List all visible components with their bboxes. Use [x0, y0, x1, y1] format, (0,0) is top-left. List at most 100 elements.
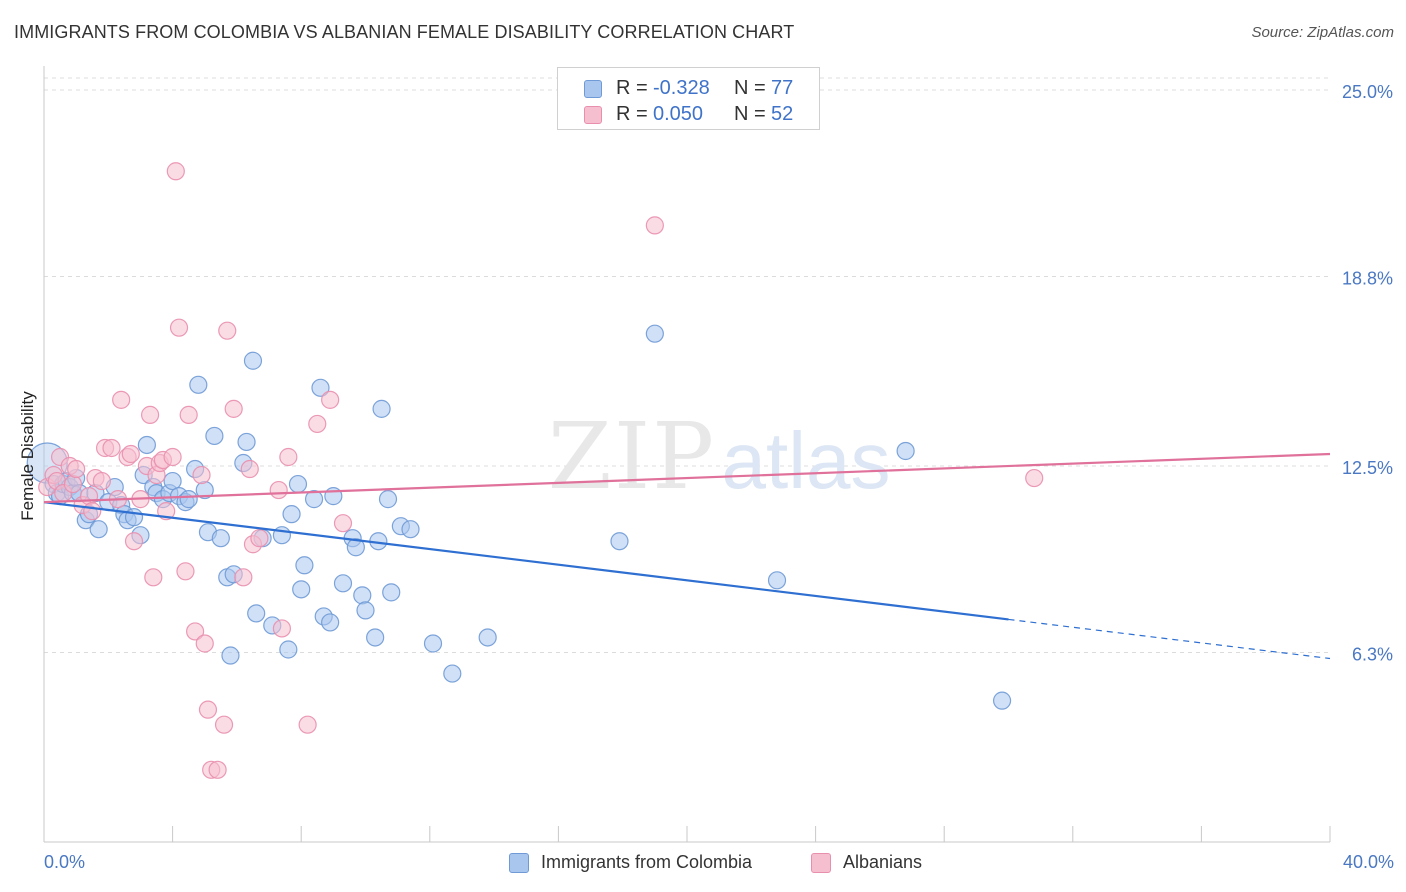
albanians-point — [67, 459, 86, 479]
n-value-albanians: 52 — [771, 103, 794, 125]
albanians-point — [234, 568, 253, 587]
colombia-point — [645, 324, 664, 343]
colombia-legend-swatch — [509, 853, 529, 873]
y-tick-label: 6.3% — [1352, 645, 1393, 665]
watermark-zip: ZIP — [548, 403, 716, 510]
albanians-point — [92, 471, 111, 491]
albanians-point — [186, 622, 205, 641]
albanians-point — [112, 390, 131, 409]
colombia-point — [189, 375, 208, 394]
r-label: R = — [616, 77, 648, 99]
colombia-point — [478, 628, 497, 647]
albanians-point — [269, 480, 288, 500]
colombia-point — [137, 435, 156, 455]
albanians-point — [83, 502, 102, 521]
r-value-albanians: 0.050 — [653, 103, 704, 125]
y-tick-label: 25.0% — [1342, 82, 1393, 102]
colombia-point — [89, 520, 108, 539]
albanians-point — [321, 390, 340, 409]
colombia-point — [896, 441, 915, 461]
colombia-point — [321, 613, 340, 632]
albanians-point — [208, 760, 227, 779]
colombia-point — [292, 580, 311, 599]
albanians-point — [79, 487, 99, 506]
colombia-point — [311, 378, 330, 397]
albanians-point — [102, 438, 121, 458]
colombia-swatch — [584, 80, 602, 98]
legend-label-colombia: Immigrants from Colombia — [541, 852, 753, 872]
n-label: N = — [734, 77, 766, 99]
watermark-atlas: atlas — [722, 416, 891, 505]
colombia-point — [353, 586, 372, 605]
albanians-point — [333, 514, 353, 533]
colombia-point — [767, 571, 787, 590]
albanians-point — [308, 414, 327, 434]
albanians-point — [298, 715, 317, 734]
r-value-colombia: -0.328 — [653, 77, 710, 99]
colombia-point — [179, 490, 198, 509]
colombia-point — [221, 646, 240, 665]
albanians-point — [124, 532, 144, 551]
albanians-trend-line — [43, 452, 1331, 504]
colombia-point — [333, 574, 353, 593]
colombia-point — [372, 399, 391, 418]
colombia-point — [124, 508, 144, 527]
albanians-point — [63, 474, 83, 494]
albanians-point — [140, 405, 160, 424]
y-tick-label: 12.5% — [1342, 458, 1393, 478]
albanians-point — [121, 444, 140, 464]
colombia-point — [366, 628, 385, 647]
r-label: R = — [616, 103, 648, 125]
albanians-point — [272, 619, 292, 638]
colombia-point — [423, 634, 443, 653]
legend-label-albanians: Albanians — [843, 852, 923, 872]
colombia-point — [247, 604, 266, 623]
axes — [43, 66, 1331, 843]
colombia-point — [211, 529, 230, 548]
albanians-point — [144, 568, 163, 587]
albanians-point — [195, 634, 214, 653]
colombia-point — [382, 583, 401, 602]
x-tick-label-max: 40.0% — [1342, 852, 1394, 872]
colombia-point — [443, 664, 462, 683]
albanians-point — [218, 321, 237, 340]
colombia-point — [992, 691, 1012, 710]
albanians-point — [176, 562, 195, 581]
albanians-point — [214, 715, 234, 734]
albanians-legend-swatch — [811, 853, 831, 873]
watermark: ZIP atlas — [548, 403, 891, 510]
source-credit: Source: ZipAtlas.com — [1251, 24, 1394, 41]
colombia-point — [237, 432, 256, 452]
albanians-point — [163, 447, 182, 467]
data-points — [26, 162, 1044, 779]
albanians-point — [1025, 468, 1044, 488]
albanians-point — [279, 447, 298, 467]
y-axis-label: Female Disability — [18, 391, 37, 521]
trend-lines — [43, 452, 1331, 660]
colombia-point — [163, 471, 182, 491]
colombia-point — [288, 474, 308, 494]
colombia-point — [205, 426, 224, 446]
y-tick-label: 18.8% — [1342, 269, 1393, 289]
albanians-point — [224, 399, 243, 418]
y-tick-labels: 6.3% 12.5% 18.8% 25.0% — [1342, 82, 1393, 664]
n-value-colombia: 77 — [771, 77, 794, 99]
x-tick-label-min: 0.0% — [44, 852, 86, 872]
colombia-point — [346, 538, 365, 557]
albanians-point — [198, 700, 218, 719]
albanians-point — [192, 465, 211, 485]
colombia-point — [610, 532, 629, 551]
colombia-point — [304, 490, 324, 509]
colombia-point — [356, 601, 375, 620]
n-label: N = — [734, 103, 766, 125]
chart-title: IMMIGRANTS FROM COLOMBIA VS ALBANIAN FEM… — [14, 22, 795, 42]
colombia-point — [279, 640, 298, 659]
colombia-point — [378, 490, 398, 509]
colombia-point — [295, 556, 314, 575]
albanians-point — [250, 529, 269, 548]
colombia-point — [243, 351, 263, 370]
albanians-point — [166, 162, 185, 181]
albanians-point — [169, 318, 189, 337]
albanians-swatch — [584, 106, 602, 124]
